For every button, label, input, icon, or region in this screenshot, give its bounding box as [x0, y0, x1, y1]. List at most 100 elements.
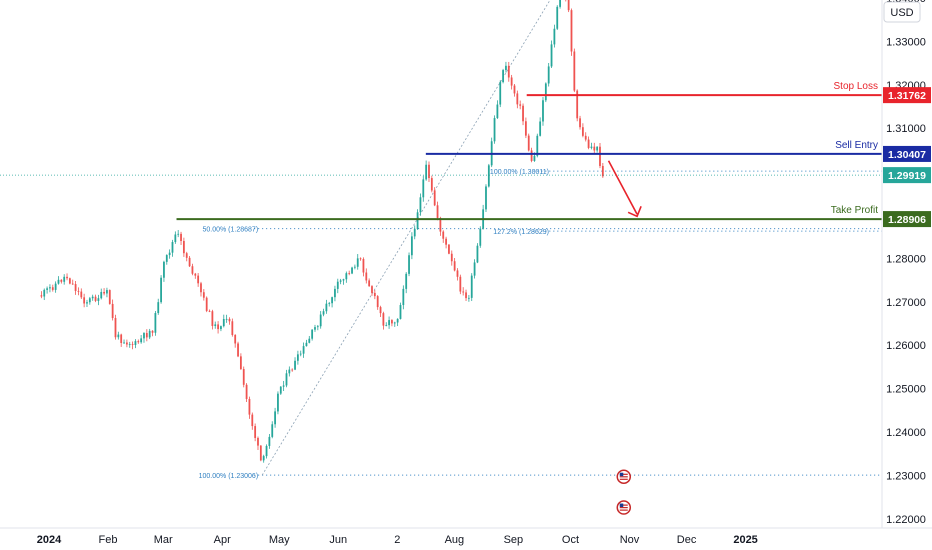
us-flag-icon[interactable]	[616, 469, 632, 484]
candle-body	[211, 311, 214, 326]
level-price-tag	[883, 145, 931, 162]
flag-canton	[619, 472, 624, 477]
flag-canton	[619, 503, 624, 508]
candle-body	[71, 283, 74, 285]
candle-body	[308, 338, 311, 343]
candle-body	[63, 276, 66, 282]
us-flag-icon[interactable]	[616, 500, 632, 515]
candle-body	[194, 273, 197, 276]
candle-body	[408, 255, 410, 274]
candle-body	[114, 318, 117, 338]
candle-body	[262, 456, 265, 461]
y-tick-label: 1.22000	[886, 514, 926, 526]
candle-body	[519, 104, 522, 106]
candle-body	[182, 240, 185, 254]
candle-body	[573, 51, 576, 91]
candle-body	[599, 146, 601, 166]
candle-body	[391, 320, 393, 324]
levels-layer: Stop Loss Sell Entry Take Profit	[0, 81, 882, 221]
time-axis[interactable]: 2024 Feb Mar Apr May Jun 2 Aug Sep Oct Nov Dec 2025	[37, 534, 758, 546]
y-tick-label: 1.26000	[886, 340, 926, 352]
candle-body	[487, 165, 490, 187]
candle-body	[345, 273, 348, 280]
candle-body	[499, 82, 502, 105]
candle-body	[430, 178, 433, 191]
candle-body	[530, 150, 533, 161]
fib-level-label: 127.2% (1.28629)	[493, 229, 549, 236]
candle-body	[145, 333, 148, 338]
level-price-tag	[883, 211, 931, 228]
candle-body	[228, 318, 231, 322]
candle-body	[265, 445, 268, 457]
x-tick-label: Feb	[99, 534, 118, 546]
candle-body	[556, 6, 559, 29]
flag-stripe	[619, 476, 628, 478]
x-tick-label: Oct	[562, 534, 579, 546]
candle-body	[476, 245, 479, 263]
candle-body	[208, 310, 211, 312]
currency-badge[interactable]: USD	[883, 1, 921, 23]
candle-body	[60, 279, 63, 282]
candle-body	[51, 287, 54, 290]
candle-body	[134, 341, 137, 345]
candle-body	[467, 297, 470, 299]
candle-body	[296, 354, 299, 361]
y-tick-label: 1.27000	[886, 297, 926, 309]
candle-body	[200, 283, 202, 293]
candle-body	[83, 297, 86, 304]
candle-body	[522, 105, 524, 122]
candle-body	[279, 386, 282, 394]
candle-body	[579, 118, 581, 128]
candle-body	[402, 288, 405, 306]
x-tick-label: Jun	[329, 534, 347, 546]
candle-body	[245, 384, 248, 399]
candle-body	[151, 330, 154, 333]
level-name-label: Stop Loss	[834, 81, 878, 92]
projection-arrow	[607, 160, 642, 218]
candle-body	[257, 437, 259, 446]
candle-body	[248, 398, 251, 415]
candle-body	[123, 342, 125, 344]
flag-stripe	[619, 473, 628, 475]
candle-body	[428, 164, 430, 179]
candle-body	[137, 341, 140, 343]
candle-body	[362, 259, 365, 273]
candle-body	[94, 296, 97, 301]
y-tick-label: 1.24000	[886, 427, 926, 439]
current-price-text: 1.29919	[888, 170, 926, 182]
candle-body	[410, 236, 413, 256]
candle-body	[222, 318, 225, 327]
candle-body	[251, 414, 254, 427]
candle-body	[533, 155, 536, 161]
flag-stripe	[619, 478, 628, 480]
candle-body	[108, 290, 111, 304]
candle-body	[285, 373, 288, 386]
candle-body	[544, 83, 547, 101]
candle-body	[379, 307, 382, 314]
candle-body	[274, 411, 276, 425]
candle-body	[601, 165, 604, 177]
candle-body	[111, 303, 114, 319]
candle-body	[177, 233, 180, 235]
candle-body	[66, 276, 68, 279]
candle-body	[49, 287, 51, 289]
flag-stripe	[619, 507, 628, 509]
candle-body	[205, 297, 208, 311]
candle-body	[419, 197, 422, 213]
y-tick-label: 1.23000	[886, 470, 926, 482]
candle-body	[493, 118, 496, 142]
candle-body	[436, 205, 439, 218]
candle-body	[288, 369, 291, 374]
candle-body	[550, 44, 553, 67]
candle-body	[584, 135, 587, 140]
candle-body	[120, 334, 123, 343]
candle-body	[125, 342, 128, 345]
candle-body	[57, 279, 60, 284]
candle-body	[385, 325, 388, 326]
candle-body	[103, 291, 105, 294]
candle-body	[405, 273, 408, 289]
x-tick-label: Nov	[620, 534, 640, 546]
candle-body	[316, 326, 319, 328]
candle-body	[242, 369, 245, 385]
